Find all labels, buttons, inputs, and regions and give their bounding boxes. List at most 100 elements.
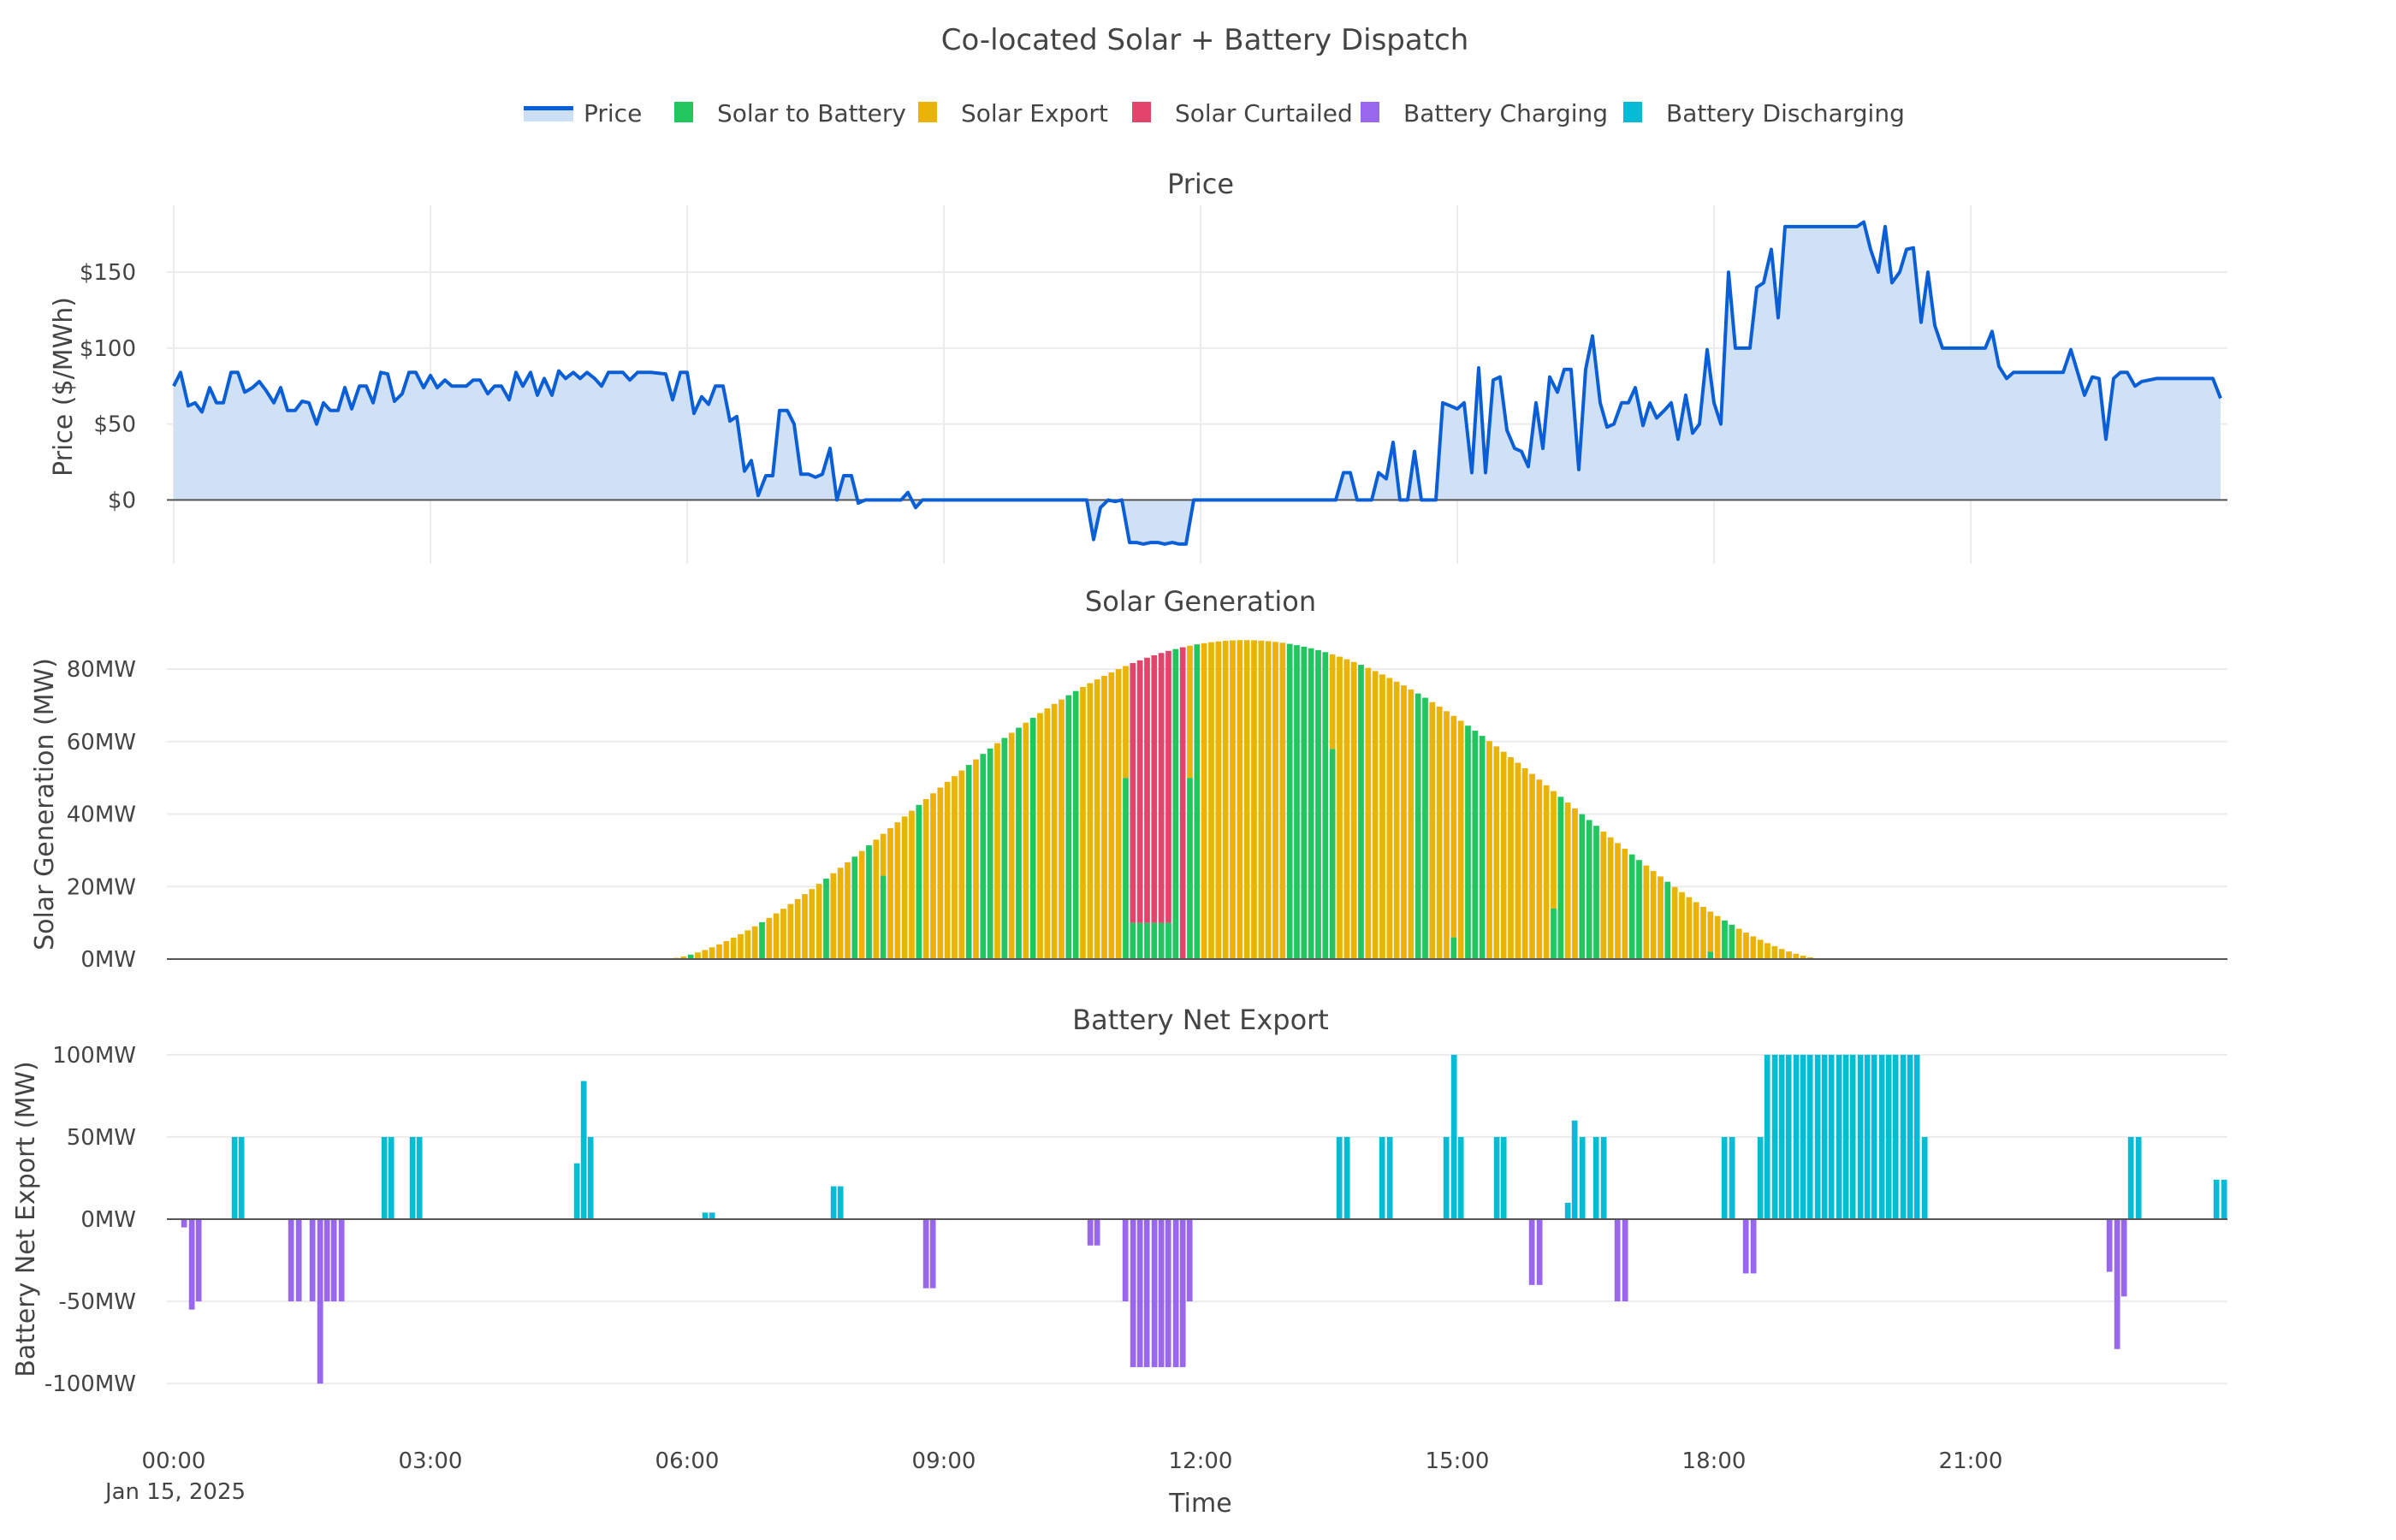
solar-export-bar [1521,767,1528,959]
solar-curtailed-bar [1130,663,1136,923]
x-axis-date-label: Jan 15, 2025 [104,1479,246,1505]
solar-to-battery-bar [1422,697,1428,959]
solar-export-bar [1343,659,1350,959]
battery-discharging-bar [1579,1136,1586,1219]
solar-y-axis-title: Solar Generation (MW) [30,658,60,951]
solar-export-bar [1115,669,1122,959]
battery-discharging-bar [1864,1054,1871,1219]
battery-discharging-bar [1793,1054,1800,1219]
solar-export-bar [1337,656,1343,959]
solar-export-bar [1037,713,1043,959]
solar-export-bar [1714,915,1721,959]
battery-charging-bar [1087,1219,1094,1246]
solar-to-battery-bar [1414,693,1421,959]
battery-discharging-bar [381,1136,388,1219]
battery-discharging-bar [830,1186,837,1219]
solar-export-bar [1350,661,1357,959]
solar-ytick-label: 40MW [67,803,136,828]
solar-to-battery-bar [687,954,694,959]
battery-discharging-bar [231,1136,238,1219]
solar-to-battery-bar [1294,645,1300,959]
legend-item-solar-export[interactable]: Solar Export [918,99,1108,127]
solar-export-bar [794,898,801,959]
solar-export-bar [1215,641,1222,959]
battery-discharging-bar [1800,1054,1806,1219]
solar-export-bar [1450,715,1457,938]
battery-discharging-bar [1806,1054,1813,1219]
solar-export-bar [901,816,908,959]
legend-item-price[interactable]: Price [524,99,642,127]
solar-to-battery-bar [823,878,829,959]
x-tick-label: 18:00 [1682,1448,1747,1474]
battery-discharging-bar [1457,1136,1464,1219]
solar-to-battery-bar [1479,736,1486,959]
solar-export-bar [1551,791,1557,909]
solar-export-bar [1230,640,1236,959]
solar-to-battery-bar [1029,718,1036,959]
solar-y-ticks: 0MW 20MW 40MW 60MW 80MW [67,657,136,973]
solar-export-bar [1750,936,1757,959]
battery-charging-bar [330,1219,337,1302]
legend-item-battery-discharging[interactable]: Battery Discharging [1623,99,1905,127]
battery-charging-bar [181,1219,187,1228]
solar-export-bar [1208,642,1214,959]
battery-discharging-bar [1592,1136,1599,1219]
solar-curtailed-bar [1158,653,1165,923]
price-ytick-label: $0 [108,488,136,513]
solar-to-battery-bar [1358,665,1364,959]
battery-discharging-bar [1343,1136,1350,1219]
solar-export-bar [858,850,865,959]
solar-ytick-label: 20MW [67,874,136,900]
x-tick-label: 12:00 [1169,1448,1233,1474]
solar-export-bar [1265,641,1272,959]
solar-to-battery-bar [1187,778,1193,959]
battery-discharging-bar [1836,1054,1842,1219]
battery-discharging-bar [1921,1136,1928,1219]
solar-export-bar [1572,808,1578,959]
battery-ytick-label: 50MW [67,1125,136,1151]
solar-export-bar [1051,703,1058,959]
solar-export-bar [1123,666,1129,779]
solar-to-battery-bar [1172,649,1179,959]
solar-export-bar [1094,679,1100,959]
solar-to-battery-bar [1450,937,1457,959]
battery-discharging-bar [1907,1054,1913,1219]
battery-charging-bar [1179,1219,1186,1367]
battery-discharging-bar [388,1136,394,1219]
battery-discharging-bar [580,1081,587,1219]
battery-charging-bar [1094,1219,1100,1246]
battery-discharging-bar [1771,1054,1778,1219]
solar-to-battery-bar [1286,643,1293,959]
solar-export-bar [1080,687,1086,959]
solar-to-battery-bar [1151,922,1158,959]
solar-export-bar [744,930,751,959]
solar-export-bar [1408,689,1414,959]
solar-to-battery-bar [1308,648,1314,959]
solar-to-battery-bar [1130,922,1136,959]
price-panel-title: Price [1167,168,1234,200]
battery-charging-bar [1614,1219,1621,1302]
solar-export-bar [894,822,901,959]
solar-export-bar [944,781,951,959]
battery-charging-bar [929,1219,936,1288]
solar-export-bar [1401,685,1407,959]
solar-to-battery-bar [851,856,858,959]
legend-item-battery-charging[interactable]: Battery Charging [1361,99,1608,127]
battery-discharging-bar [1721,1136,1728,1219]
legend-item-solar-curtailed[interactable]: Solar Curtailed [1132,99,1353,127]
battery-charging-bar [2106,1219,2113,1272]
battery-discharging-bar [1778,1054,1785,1219]
battery-discharging-bar [1564,1202,1571,1219]
solar-to-battery-bar [1301,646,1308,959]
battery-y-axis-title: Battery Net Export (MW) [11,1061,41,1377]
solar-export-bar [1778,949,1785,959]
solar-export-bar [1529,773,1535,959]
solar-export-bar [738,933,744,959]
legend-item-solar-to-battery[interactable]: Solar to Battery [674,99,906,127]
solar-export-bar [751,926,758,959]
solar-export-bar [1686,897,1693,959]
solar-to-battery-bar [965,765,972,959]
solar-export-bar [1536,779,1543,959]
battery-discharging-bar [837,1186,844,1219]
solar-curtailed-bar [1165,650,1171,923]
